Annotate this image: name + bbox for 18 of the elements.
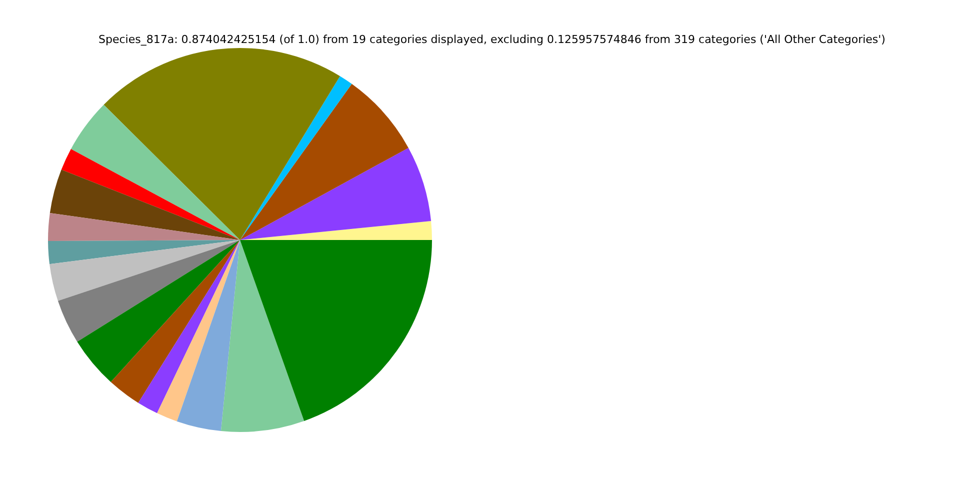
pie-slice — [104, 48, 340, 240]
pie-slice — [240, 84, 408, 240]
pie-slice — [220, 240, 304, 432]
pie-slice — [240, 76, 352, 240]
pie-slice — [110, 240, 240, 403]
pie-slice — [240, 220, 432, 240]
text: Species_817a: 0.874042425154 (of 1.0) from 19 categories displayed, excluding 0.125957574846 from 319 categories ('All Other Categories') — [98, 33, 886, 46]
pie-slice — [48, 240, 240, 264]
pie-slice — [240, 148, 432, 240]
pie-slice — [157, 240, 240, 422]
pie-slice — [58, 240, 240, 342]
pie-slice — [138, 240, 240, 414]
pie-slice — [70, 104, 240, 240]
pie-slice — [176, 240, 240, 432]
pie-slice — [50, 170, 240, 240]
pie-slice — [50, 240, 240, 301]
pie-slice — [61, 148, 240, 240]
pie-slice — [48, 212, 240, 241]
